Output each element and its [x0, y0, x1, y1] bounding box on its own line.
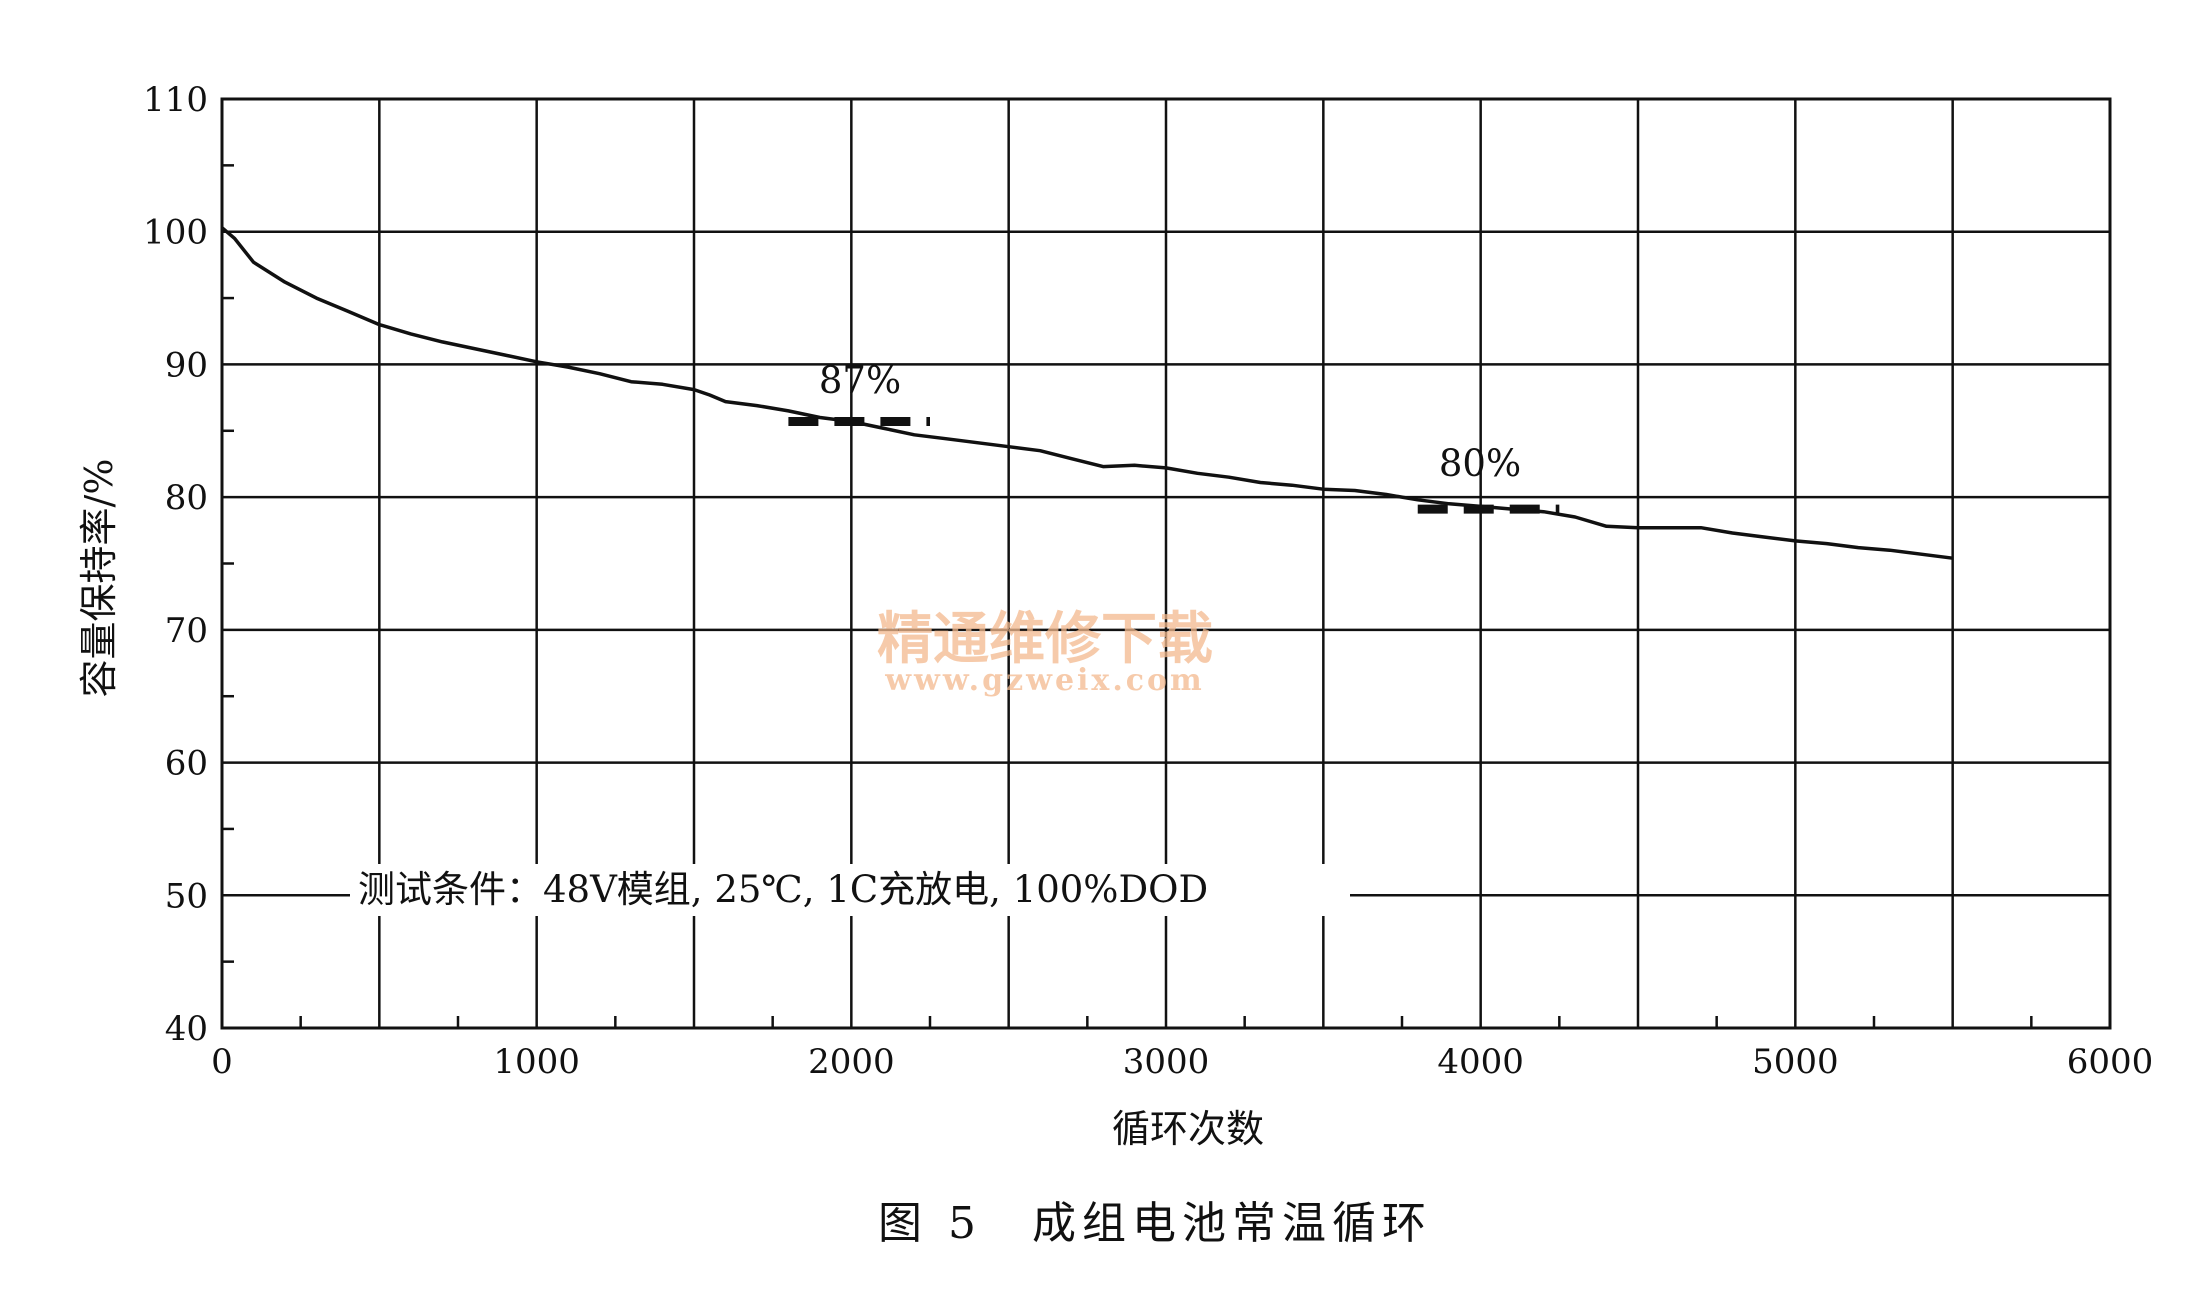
y-tick-labels: 40 50 60 70 80 90 100 110 — [143, 80, 208, 1049]
ref-label-87: 87% — [819, 359, 901, 402]
y-tick-label: 60 — [165, 744, 208, 784]
y-tick-label: 70 — [165, 611, 208, 651]
capacity-retention-curve — [220, 226, 1953, 560]
x-tick-label: 0 — [211, 1042, 233, 1082]
grid-lines — [222, 99, 2110, 1028]
plot-frame — [220, 97, 2112, 1030]
test-condition-note: 测试条件：48V模组, 25℃, 1C充放电, 100%DOD — [358, 868, 1208, 911]
x-tick-labels: 0 1000 2000 3000 4000 5000 6000 — [211, 1042, 2153, 1082]
y-tick-label: 80 — [165, 478, 208, 518]
y-tick-label: 40 — [165, 1009, 208, 1049]
x-tick-label: 3000 — [1123, 1042, 1210, 1082]
y-tick-label: 100 — [143, 213, 208, 253]
watermark-text: 精通维修下载 — [877, 606, 1213, 672]
watermark-url: www.gzweix.com — [884, 663, 1205, 698]
note-backing — [350, 864, 1350, 916]
figure-caption: 图 5 成组电池常温循环 — [878, 1198, 1432, 1249]
minor-ticks — [222, 164, 2033, 1028]
x-tick-label: 1000 — [493, 1042, 580, 1082]
y-tick-label: 110 — [143, 80, 208, 120]
ref-label-80: 80% — [1439, 442, 1521, 485]
x-tick-label: 6000 — [2067, 1042, 2154, 1082]
x-tick-label: 2000 — [808, 1042, 895, 1082]
x-tick-label: 5000 — [1752, 1042, 1839, 1082]
x-axis-label: 循环次数 — [1112, 1107, 1264, 1151]
y-axis-label: 容量保持率/% — [77, 459, 121, 698]
x-tick-label: 4000 — [1437, 1042, 1524, 1082]
y-tick-label: 90 — [165, 345, 208, 385]
y-tick-label: 50 — [165, 876, 208, 916]
series-lines — [220, 226, 1953, 560]
